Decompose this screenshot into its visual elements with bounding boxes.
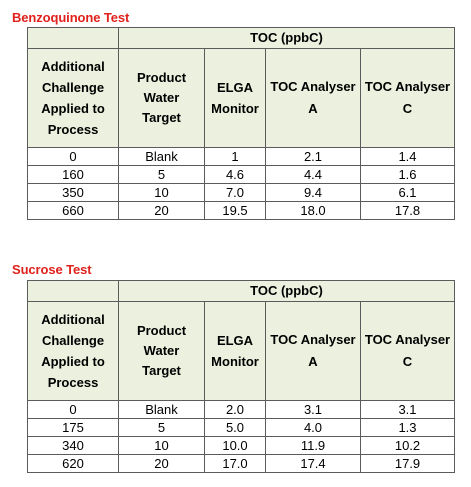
header-line: Challenge (41, 333, 105, 348)
header-line: Target (142, 110, 181, 125)
table-cell: 5 (118, 165, 205, 184)
table-cell: 20 (118, 201, 205, 220)
table-column-header-row: Additional Challenge Applied to Process … (27, 301, 455, 401)
table-cell: 17.8 (360, 201, 455, 220)
table-cell: 160 (27, 165, 119, 184)
table-cell: 17.4 (265, 454, 361, 473)
header-line: C (402, 354, 413, 369)
table-cell: 10.0 (204, 436, 266, 455)
column-header-toc-analyser-a: TOC Analyser A (265, 48, 361, 148)
header-line: Target (142, 363, 181, 378)
column-header-product-water-target: Product Water Target (118, 48, 205, 148)
table-cell: 1 (204, 147, 266, 166)
toc-group-header: TOC (ppbC) (118, 280, 455, 302)
table-group-header-row: TOC (ppbC) (27, 280, 455, 302)
table-cell: 10 (118, 436, 205, 455)
header-line: TOC Analyser (270, 332, 356, 347)
table-cell: 0 (27, 400, 119, 419)
column-header-toc-analyser-a: TOC Analyser A (265, 301, 361, 401)
table-cell: 11.9 (265, 436, 361, 455)
table-row: 175 5 5.0 4.0 1.3 (27, 418, 455, 437)
table-cell: 3.1 (265, 400, 361, 419)
table-cell: 1.4 (360, 147, 455, 166)
sucrose-table: TOC (ppbC) Additional Challenge Applied … (27, 280, 455, 473)
header-line: Additional (41, 312, 105, 327)
table-cell: 20 (118, 454, 205, 473)
table-row: 660 20 19.5 18.0 17.8 (27, 201, 455, 220)
header-line: TOC Analyser (270, 79, 356, 94)
header-line: Water (143, 343, 180, 358)
benzoquinone-table: TOC (ppbC) Additional Challenge Applied … (27, 27, 455, 220)
table-cell: 3.1 (360, 400, 455, 419)
table-cell: 17.9 (360, 454, 455, 473)
table-cell: 1.6 (360, 165, 455, 184)
table-column-header-row: Additional Challenge Applied to Process … (27, 48, 455, 148)
column-header-elga-monitor: ELGA Monitor (204, 48, 266, 148)
column-header-additional-challenge: Additional Challenge Applied to Process (27, 48, 119, 148)
column-header-elga-monitor: ELGA Monitor (204, 301, 266, 401)
table-cell: 17.0 (204, 454, 266, 473)
table-cell: 5.0 (204, 418, 266, 437)
table-cell: 620 (27, 454, 119, 473)
table-cell: 9.4 (265, 183, 361, 202)
column-header-additional-challenge: Additional Challenge Applied to Process (27, 301, 119, 401)
table-row: 160 5 4.6 4.4 1.6 (27, 165, 455, 184)
table-cell: 0 (27, 147, 119, 166)
table-corner-cell (27, 280, 119, 302)
table-cell: 5 (118, 418, 205, 437)
header-line: TOC Analyser (364, 332, 451, 347)
table-cell: Blank (118, 400, 205, 419)
table-row: 0 Blank 2.0 3.1 3.1 (27, 400, 455, 419)
table-cell: 175 (27, 418, 119, 437)
table-cell: Blank (118, 147, 205, 166)
table-cell: 10.2 (360, 436, 455, 455)
table-row: 620 20 17.0 17.4 17.9 (27, 454, 455, 473)
header-line: TOC Analyser (364, 79, 451, 94)
table-group-header-row: TOC (ppbC) (27, 27, 455, 49)
header-line: ELGA (216, 80, 254, 95)
table-row: 350 10 7.0 9.4 6.1 (27, 183, 455, 202)
header-line: Applied to (41, 354, 105, 369)
header-line: Challenge (41, 80, 105, 95)
header-line: Monitor (211, 354, 259, 369)
header-line: Product (136, 70, 187, 85)
table-cell: 4.6 (204, 165, 266, 184)
table-cell: 2.1 (265, 147, 361, 166)
table-cell: 19.5 (204, 201, 266, 220)
table-cell: 2.0 (204, 400, 266, 419)
table-cell: 1.3 (360, 418, 455, 437)
header-line: A (308, 101, 318, 116)
table-cell: 350 (27, 183, 119, 202)
toc-group-header: TOC (ppbC) (118, 27, 455, 49)
header-line: C (402, 101, 413, 116)
table-row: 340 10 10.0 11.9 10.2 (27, 436, 455, 455)
column-header-product-water-target: Product Water Target (118, 301, 205, 401)
sucrose-test-title: Sucrose Test (12, 262, 92, 277)
table-cell: 6.1 (360, 183, 455, 202)
column-header-toc-analyser-c: TOC Analyser C (360, 48, 455, 148)
table-corner-cell (27, 27, 119, 49)
table-cell: 18.0 (265, 201, 361, 220)
header-line: Water (143, 90, 180, 105)
header-line: A (308, 354, 318, 369)
benzoquinone-test-title: Benzoquinone Test (12, 10, 130, 25)
table-cell: 7.0 (204, 183, 266, 202)
column-header-toc-analyser-c: TOC Analyser C (360, 301, 455, 401)
header-line: Product (136, 323, 187, 338)
table-cell: 10 (118, 183, 205, 202)
header-line: Applied to (41, 101, 105, 116)
header-line: ELGA (216, 333, 254, 348)
table-cell: 4.4 (265, 165, 361, 184)
header-line: Additional (41, 59, 105, 74)
table-row: 0 Blank 1 2.1 1.4 (27, 147, 455, 166)
table-cell: 4.0 (265, 418, 361, 437)
header-line: Process (47, 375, 99, 390)
table-cell: 340 (27, 436, 119, 455)
header-line: Process (47, 122, 99, 137)
header-line: Monitor (211, 101, 259, 116)
table-cell: 660 (27, 201, 119, 220)
